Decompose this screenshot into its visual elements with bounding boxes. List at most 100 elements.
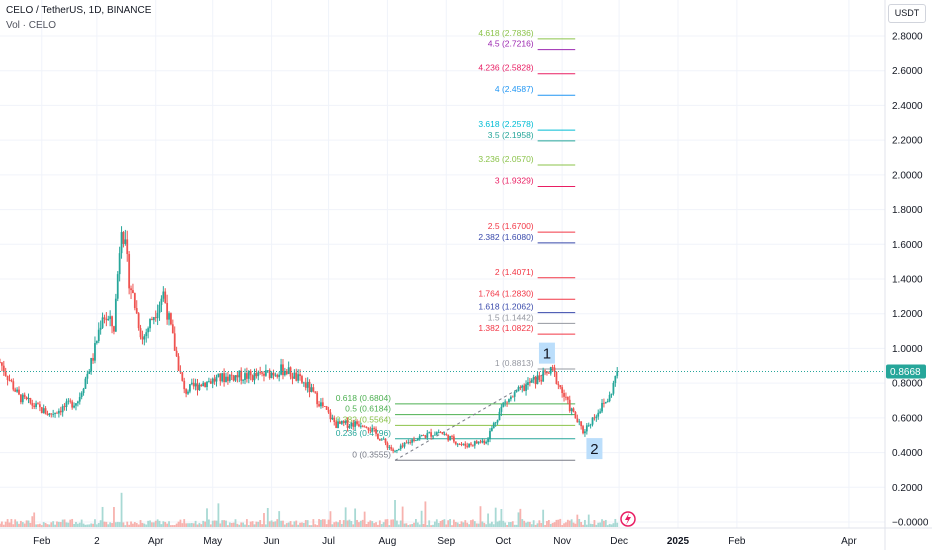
- candle-body: [38, 404, 41, 408]
- candle-body: [154, 317, 157, 319]
- candle-body: [301, 376, 303, 383]
- volume-bar: [245, 519, 248, 527]
- fib-retracement-label: 0 (0.3555): [352, 449, 391, 459]
- y-tick-label: 1.2000: [892, 309, 923, 320]
- y-tick-label: 1.6000: [892, 240, 923, 251]
- candle-body: [232, 375, 235, 381]
- candle-body: [490, 428, 493, 431]
- volume-bar: [206, 508, 208, 527]
- volume-bar: [337, 522, 339, 527]
- volume-bar: [50, 522, 53, 527]
- y-tick-label: 0.4000: [892, 448, 923, 459]
- fib-extension-label: 1 (0.8813): [495, 358, 534, 368]
- candle-body: [78, 397, 81, 402]
- volume-bar: [587, 514, 590, 527]
- y-tick-label: 2.4000: [892, 101, 923, 112]
- candle-body: [310, 387, 313, 393]
- time-axis[interactable]: Feb 2 Apr May Jun Jul Aug Sep Oct Nov Dec 2025 Feb Ap…: [0, 527, 932, 547]
- volume-bar: [295, 520, 298, 527]
- candle-body: [454, 441, 457, 445]
- volume-bar: [141, 522, 144, 527]
- candle-body: [242, 380, 244, 381]
- candle-body: [538, 375, 541, 380]
- candle-body: [80, 393, 83, 398]
- last-price-badge: [886, 364, 926, 379]
- volume-bar: [367, 521, 370, 527]
- volume-bar: [251, 521, 254, 527]
- candle-body: [107, 318, 110, 321]
- fib-extension-label: 4.618 (2.7836): [478, 28, 533, 38]
- volume-bar: [382, 522, 385, 527]
- candle-body: [314, 391, 317, 393]
- candle-body: [287, 367, 290, 375]
- volume-bar: [515, 524, 518, 527]
- volume-bar: [487, 513, 489, 527]
- price-axis[interactable]: 2.8000 2.6000 2.4000 2.2000 2.0000 1.8000 1.60…: [884, 0, 929, 550]
- volume-bar: [597, 522, 600, 527]
- wave-annotations[interactable]: 12: [538, 342, 603, 460]
- candle-body: [521, 385, 524, 388]
- candle-body: [470, 443, 472, 445]
- volume-bar: [323, 519, 326, 527]
- volume-bar: [601, 519, 603, 527]
- candle-body: [466, 445, 469, 447]
- candle-body: [416, 438, 419, 441]
- candle-body: [411, 439, 414, 443]
- last-price-label: 0.8668: [890, 367, 921, 378]
- candle-body: [325, 406, 328, 410]
- candle-body: [200, 384, 203, 387]
- candle-body: [612, 382, 615, 394]
- volume-bar: [460, 521, 463, 527]
- volume-bar: [574, 523, 577, 527]
- candle-body: [264, 370, 267, 376]
- volume-bar: [557, 519, 560, 527]
- volume-bar: [430, 525, 433, 527]
- volume-bar: [162, 521, 165, 527]
- currency-button[interactable]: USDT: [888, 4, 926, 23]
- candle-body: [170, 313, 172, 325]
- candle-body: [405, 442, 408, 444]
- candle-body: [149, 319, 151, 329]
- volume-bar: [287, 522, 290, 527]
- x-tick-label: Sep: [437, 536, 455, 547]
- volume-bar: [553, 522, 556, 527]
- volume-bar: [333, 522, 336, 527]
- candle-body: [118, 253, 121, 275]
- candle-body: [23, 394, 26, 397]
- candle-body: [528, 382, 531, 383]
- volume-bar: [547, 519, 550, 527]
- volume-bar: [132, 523, 134, 527]
- candle-body: [603, 402, 605, 404]
- y-tick-label: 0.2000: [892, 483, 923, 494]
- candle-body: [297, 374, 300, 381]
- volume-bar: [591, 524, 594, 527]
- volume-bar: [261, 524, 263, 527]
- fib-extension-label: 1.382 (1.0822): [478, 323, 533, 333]
- x-tick-label: Apr: [148, 536, 164, 547]
- fibonacci-levels[interactable]: 4.618 (2.7836)4.5 (2.7216) 4.236 (2.5828)…: [336, 28, 576, 461]
- volume-bar: [259, 520, 262, 527]
- candle-body: [69, 400, 72, 402]
- candle-body: [99, 327, 102, 330]
- candle-body: [527, 382, 529, 386]
- candle-body: [302, 382, 305, 384]
- volume-bar: [12, 524, 15, 527]
- candle-body: [94, 343, 96, 361]
- candle-body: [2, 365, 5, 372]
- volume-bar: [19, 520, 22, 527]
- volume-bar: [318, 519, 320, 527]
- volume-bar: [549, 523, 552, 527]
- volume-bar: [29, 522, 32, 527]
- candle-body: [367, 427, 370, 431]
- candle-body: [337, 421, 339, 429]
- candle-body: [392, 449, 395, 451]
- candlesticks: [0, 226, 619, 454]
- volume-bar: [61, 519, 64, 527]
- candle-body: [251, 375, 254, 381]
- candle-body: [339, 421, 341, 424]
- volume-bar: [380, 524, 383, 527]
- volume-bar: [413, 522, 415, 527]
- candle-body: [116, 274, 119, 299]
- candle-body: [356, 421, 358, 425]
